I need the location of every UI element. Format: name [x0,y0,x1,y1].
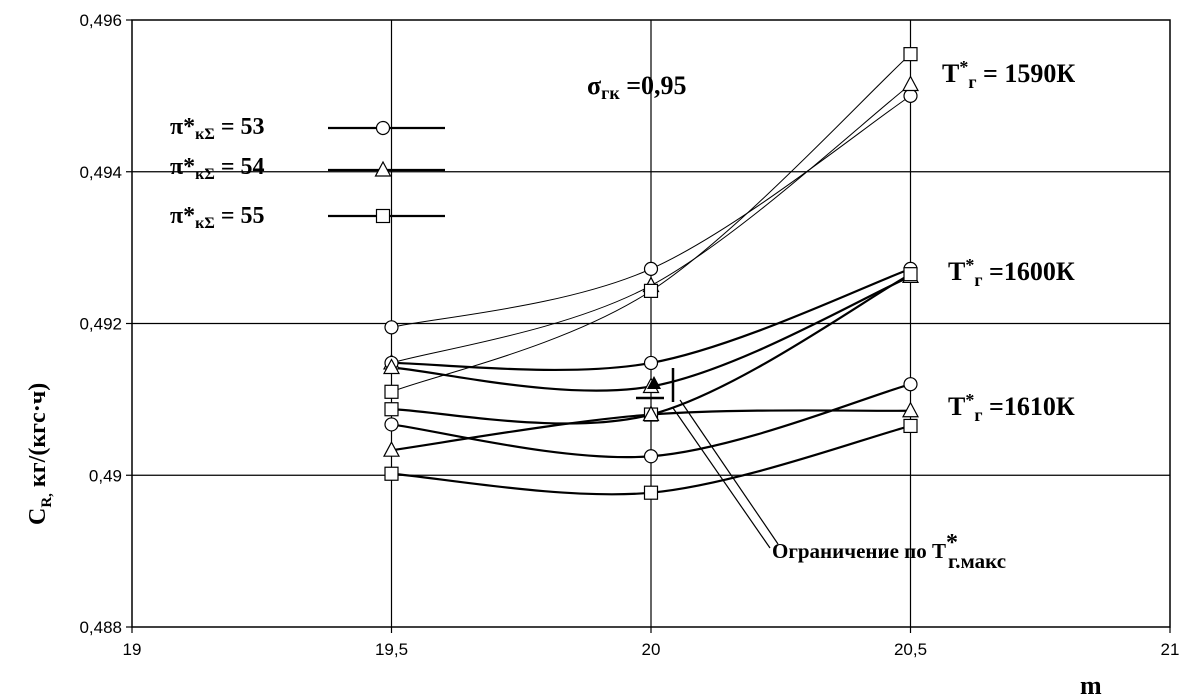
annotation-sub: г.макс [948,549,1006,573]
annotation-text-main: Ограничение по T [772,539,946,563]
marker-square [384,384,399,399]
marker-triangle [901,75,920,92]
x-tick-label: 20 [642,640,661,659]
marker-square [384,402,399,417]
y-tick-label: 0,492 [79,315,122,334]
legend-entry-54-sub: кΣ [195,166,215,183]
legend-entry-55-sub: кΣ [195,215,215,232]
marker-square [643,283,659,298]
group-label-1610-sub: г [974,405,982,425]
group-label-1590-sup: * [959,57,968,77]
marker-square [903,418,918,434]
legend-entry-55-post: = 55 [215,203,265,229]
marker-triangle [374,160,392,177]
marker-square [375,208,391,224]
constraint-annotation: Ограничение по T* г.макс [636,368,1006,573]
grid [132,20,1170,627]
group-label-1610: T*г =1610К [948,390,1075,425]
sigma-value: =0,95 [620,71,687,100]
legend-entry-54: π*кΣ = 54 [170,154,265,183]
marker-triangle [642,405,660,422]
marker-circle [903,88,918,103]
y-axis-label: CR, кг/(кгс·ч) [25,383,55,525]
marker-square [903,267,918,282]
group-label-1600-sub: г [974,270,982,290]
axes [126,19,1171,633]
marker-circle [375,120,391,136]
legend-entry-54-post: = 54 [215,154,265,180]
sigma-label: σгк =0,95 [587,71,687,103]
group-label-1610-post: =1610К [983,392,1075,421]
legend-entry-53-post: = 53 [215,114,265,140]
marker-circle [903,377,918,392]
x-axis-label: m [1080,671,1102,700]
marker-square [903,47,918,62]
y-tick-label: 0,488 [79,618,122,637]
annotation-sup: * [946,530,958,556]
y-tick-label: 0,496 [79,11,122,30]
y-axis-label-units: кг/(кгс·ч) [25,383,51,493]
marker-triangle [382,440,401,457]
group-label-1600-sup: * [965,255,974,275]
legend-entry-53-pre: π* [170,114,195,140]
y-axis-label-main: C [25,508,51,525]
legend-entry-55-pre: π* [170,203,195,229]
group-label-1590-post: = 1590К [977,59,1076,88]
annotation-limit-triangle [647,376,661,389]
group-label-1610-sup: * [965,390,974,410]
x-tick-label: 21 [1161,640,1180,659]
annotation-leader-2 [679,399,779,545]
y-tick-label: 0,49 [89,466,122,485]
marker-triangle [901,401,920,418]
marker-square [643,485,659,500]
x-tick-labels: 19 19,5 20 20,5 21 [123,640,1180,659]
marker-circle [643,261,659,276]
legend-entry-53-sub: кΣ [195,126,215,143]
group-label-1590: T*г = 1590К [942,57,1075,92]
x-tick-label: 19,5 [375,640,408,659]
group-label-1600-post: =1600К [983,257,1075,286]
marker-circle [643,449,659,464]
y-tick-labels: 0,488 0,49 0,492 0,494 0,496 [79,11,122,637]
markers [382,47,920,500]
sigma-symbol: σ [587,71,601,100]
marker-square [384,466,399,481]
group-label-1590-pre: T [942,59,959,88]
marker-circle [384,417,399,432]
x-tick-label: 20,5 [894,640,927,659]
annotation-text: Ограничение по T* г.макс [772,530,1006,573]
legend-entry-55: π*кΣ = 55 [170,203,265,232]
group-label-1600: T*г =1600К [948,255,1075,290]
y-axis-label-sub: R, [39,493,55,508]
legend-entry-53: π*кΣ = 53 [170,114,265,143]
legend-entry-54-pre: π* [170,154,195,180]
marker-circle [384,320,399,335]
sigma-subscript: гк [601,83,620,103]
y-tick-label: 0,494 [79,163,122,182]
annotation-leader-1 [672,407,771,549]
group-label-1600-pre: T [948,257,965,286]
marker-circle [643,355,659,371]
marker-triangle [382,358,401,375]
group-label-1610-pre: T [948,392,965,421]
group-label-1590-sub: г [968,72,976,92]
legend: π*кΣ = 53 π*кΣ = 54 π*кΣ = 55 [170,114,445,232]
legend-swatches [328,120,445,224]
x-tick-label: 19 [123,640,142,659]
